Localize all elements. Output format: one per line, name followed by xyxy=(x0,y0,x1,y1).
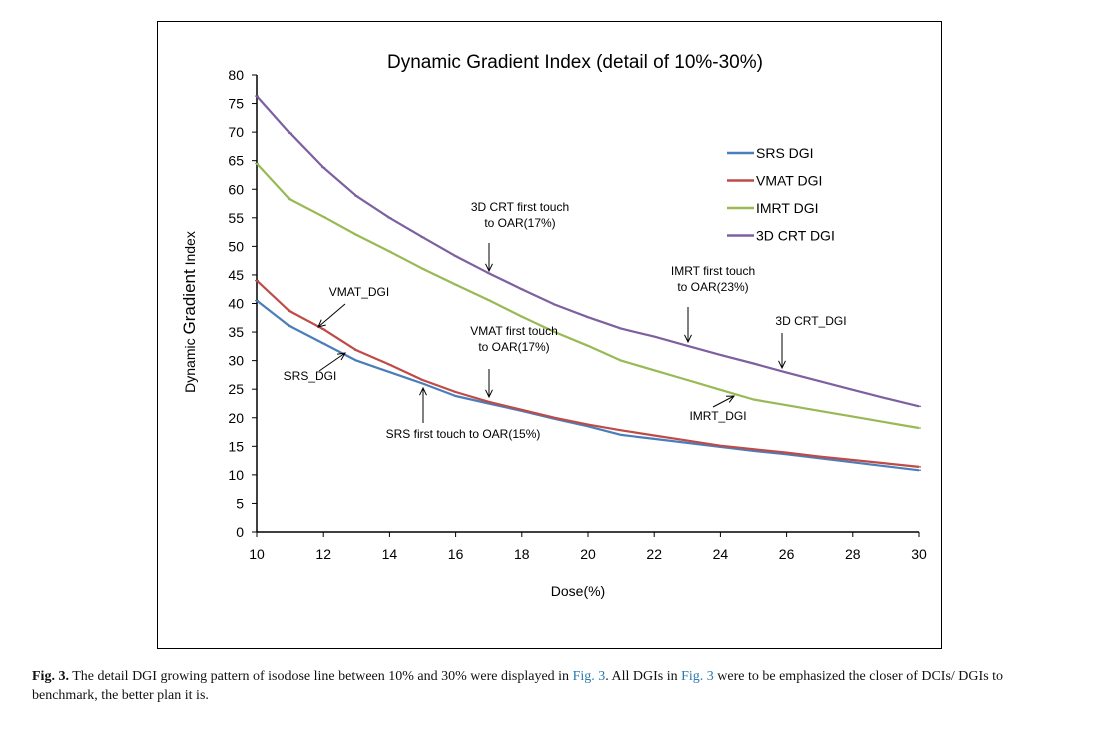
annotation-7: IMRT_DGI xyxy=(689,395,747,423)
caption-label: Fig. 3. xyxy=(32,669,69,684)
legend: SRS DGI VMAT DGI IMRT DGI 3D CRT DGI xyxy=(727,145,835,244)
caption-text-3: were to be emphasized the closer of DCIs… xyxy=(32,669,1004,703)
annotation-arrowhead xyxy=(778,360,786,370)
annotation-arrowhead xyxy=(317,319,326,328)
annotation-arrowhead xyxy=(485,263,493,273)
x-tick-label: 30 xyxy=(911,546,927,562)
legend-label-2: IMRT DGI xyxy=(756,200,819,216)
caption-figure-link-1[interactable]: Fig. 3 xyxy=(572,669,606,684)
y-tick-label: 0 xyxy=(236,524,244,540)
y-tick-label: 25 xyxy=(228,381,244,397)
y-axis-label-main: Gradient xyxy=(180,269,199,334)
y-tick-label: 75 xyxy=(228,96,244,112)
y-axis-label: Dynamic Gradient Index xyxy=(180,231,199,393)
y-tick-label: 50 xyxy=(228,238,244,254)
y-axis-label-prefix: Dynamic xyxy=(182,334,198,392)
annotation-5: IMRT first touch to OAR(23%) xyxy=(671,264,755,344)
legend-label-1: VMAT DGI xyxy=(756,173,822,189)
figure-caption: Fig. 3. The detail DGI growing pattern o… xyxy=(32,667,1072,705)
annotation-4: 3D CRT first touch to OAR(17%) xyxy=(471,200,569,273)
annotation-text: IMRT first touch xyxy=(671,264,755,278)
y-tick-label: 35 xyxy=(228,324,244,340)
annotation-arrow xyxy=(318,352,346,372)
y-tick-label: 65 xyxy=(228,153,244,169)
caption-text-1: The detail DGI growing pattern of isodos… xyxy=(68,669,573,684)
annotation-arrowhead xyxy=(725,395,736,403)
legend-label-0: SRS DGI xyxy=(756,145,814,161)
y-tick-label: 15 xyxy=(228,438,244,454)
annotation-0: VMAT_DGI xyxy=(317,285,389,328)
annotation-arrow xyxy=(712,395,735,408)
series-lines xyxy=(255,95,921,472)
annotation-text: VMAT first touch xyxy=(470,324,558,338)
caption-text-2: . All DGIs in xyxy=(605,669,682,684)
x-tick-label: 22 xyxy=(646,546,662,562)
y-tick-label: 20 xyxy=(228,410,244,426)
annotation-text: 3D CRT_DGI xyxy=(775,314,846,328)
annotation-text: SRS first touch to OAR(15%) xyxy=(386,427,541,441)
y-tick-label: 80 xyxy=(228,67,244,83)
x-tick-label: 16 xyxy=(448,546,464,562)
annotation-text: 3D CRT first touch xyxy=(471,200,569,214)
y-tick-label: 45 xyxy=(228,267,244,283)
annotation-arrowhead xyxy=(684,334,692,344)
annotation-arrow xyxy=(317,303,346,328)
chart-title: Dynamic Gradient Index (detail of 10%-30… xyxy=(387,52,763,73)
series-line-1 xyxy=(256,279,920,468)
x-tick-label: 14 xyxy=(382,546,398,562)
line-chart: Dynamic Gradient Index (detail of 10%-30… xyxy=(180,52,927,599)
annotation-arrowhead xyxy=(419,386,427,396)
axes: 0 5 10 15 20 25 30 35 40 45 50 55 60 65 70 75 80 10 12 14 16… xyxy=(228,67,927,562)
x-tick-label: 28 xyxy=(845,546,861,562)
annotation-6: 3D CRT_DGI xyxy=(775,314,847,370)
annotation-text: VMAT_DGI xyxy=(329,285,389,299)
caption-figure-link-2[interactable]: Fig. 3 xyxy=(681,669,714,684)
annotation-text: to OAR(23%) xyxy=(677,280,748,294)
x-tick-label: 10 xyxy=(249,546,265,562)
annotation-text: to OAR(17%) xyxy=(484,216,555,230)
x-tick-label: 26 xyxy=(779,546,795,562)
annotation-text: SRS_DGI xyxy=(284,369,337,383)
x-axis-label: Dose(%) xyxy=(551,583,605,599)
y-tick-label: 10 xyxy=(228,467,244,483)
annotation-1: SRS_DGI xyxy=(284,352,346,383)
annotation-3: VMAT first touch to OAR(17%) xyxy=(470,324,558,399)
y-tick-label: 5 xyxy=(236,495,244,511)
legend-label-3: 3D CRT DGI xyxy=(756,228,835,244)
y-tick-label: 40 xyxy=(228,296,244,312)
annotation-arrowhead xyxy=(337,352,346,361)
annotation-arrowhead xyxy=(485,389,493,399)
annotation-text: IMRT_DGI xyxy=(689,409,746,423)
x-tick-label: 18 xyxy=(514,546,530,562)
y-tick-label: 30 xyxy=(228,353,244,369)
x-tick-label: 12 xyxy=(315,546,331,562)
y-tick-label: 60 xyxy=(228,181,244,197)
y-axis-label-suffix: Index xyxy=(182,231,198,269)
chart-frame: Dynamic Gradient Index (detail of 10%-30… xyxy=(157,21,942,649)
annotation-text: to OAR(17%) xyxy=(478,340,549,354)
y-tick-label: 55 xyxy=(228,210,244,226)
annotations: VMAT_DGI SRS_DGI SRS first touch to OAR(15… xyxy=(284,200,847,441)
x-tick-label: 20 xyxy=(580,546,596,562)
annotation-2: SRS first touch to OAR(15%) xyxy=(386,386,541,441)
y-tick-label: 70 xyxy=(228,124,244,140)
x-tick-label: 24 xyxy=(713,546,729,562)
